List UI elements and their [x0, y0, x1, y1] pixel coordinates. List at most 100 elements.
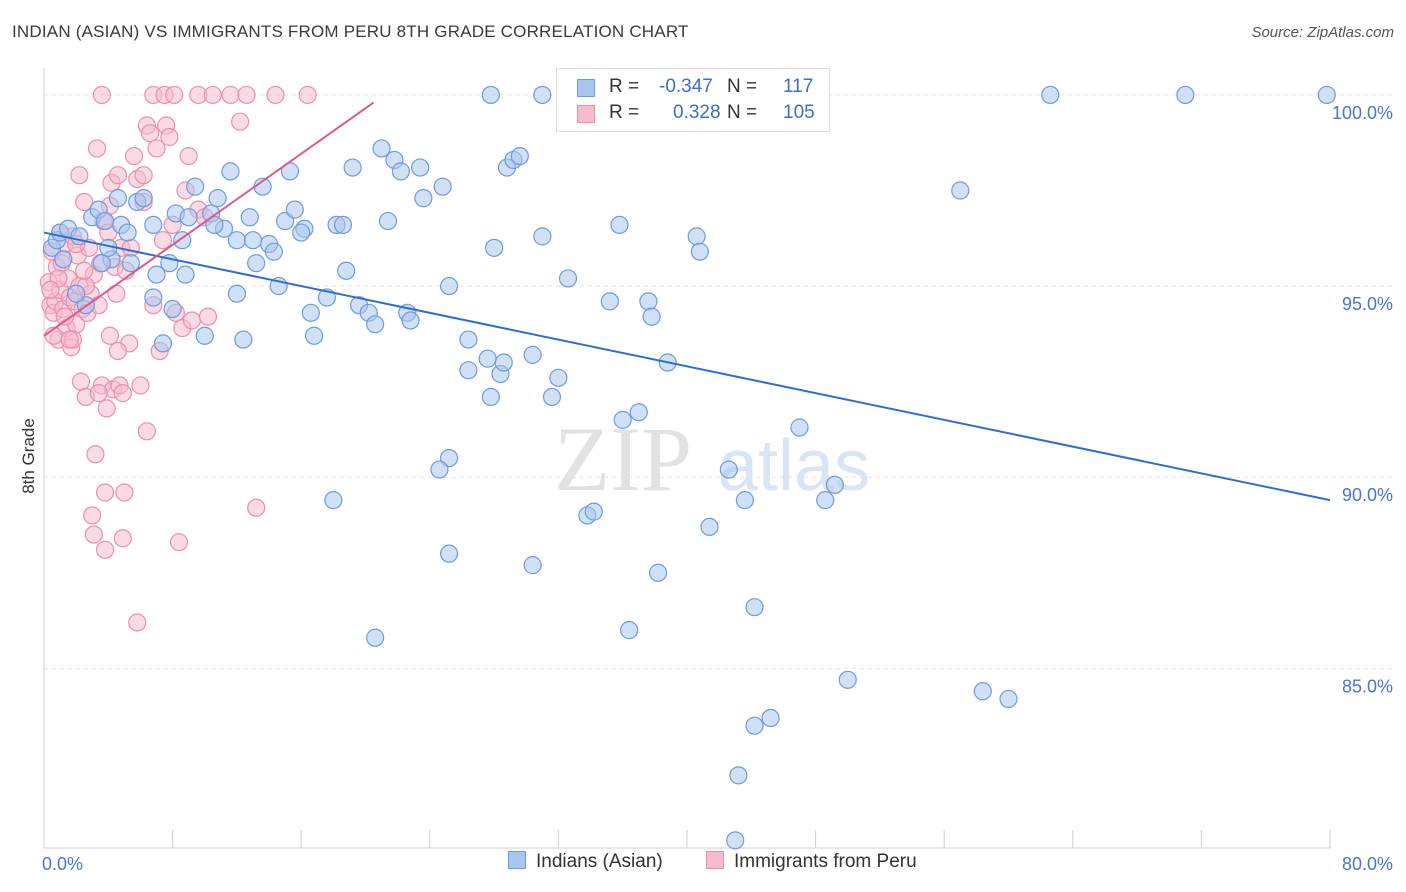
- indian-point: [221, 162, 240, 181]
- indian-point: [134, 189, 153, 208]
- peru-point: [182, 311, 201, 330]
- indian-point: [433, 177, 452, 196]
- indian-point: [648, 563, 668, 582]
- peru-point: [95, 540, 115, 559]
- indian-point: [745, 598, 764, 617]
- indian-point: [1317, 85, 1336, 105]
- indian-point: [337, 261, 356, 280]
- legend-n-value: 105: [783, 102, 815, 123]
- legend-n-label: N =: [727, 102, 758, 123]
- indian-point: [240, 208, 259, 227]
- peru-point: [298, 85, 317, 105]
- indian-point: [761, 708, 780, 728]
- indian-point: [816, 491, 835, 510]
- indian-point: [95, 211, 115, 231]
- indian-point: [629, 403, 648, 422]
- indian-point: [690, 242, 709, 261]
- indian-point: [1041, 85, 1060, 105]
- peru-point: [108, 341, 128, 361]
- indian-point: [414, 189, 433, 208]
- peru-point: [203, 85, 222, 105]
- peru-point: [60, 330, 79, 349]
- indian-point: [343, 158, 362, 177]
- indian-point: [745, 716, 764, 735]
- legend-label: Indians (Asian): [536, 851, 663, 872]
- indian-point: [687, 227, 706, 246]
- peru-point: [237, 85, 256, 105]
- legend-swatch-pink: [706, 851, 724, 869]
- indian-point: [304, 326, 324, 345]
- peru-point: [198, 307, 218, 326]
- stats-legend: R = -0.347 N = 117 R = 0.328 N = 105: [556, 68, 830, 132]
- peru-point: [86, 445, 105, 464]
- indian-point: [234, 330, 253, 349]
- peru-point: [92, 85, 111, 105]
- peru-point: [55, 307, 74, 326]
- peru-point: [97, 399, 116, 418]
- legend-swatch-blue: [577, 79, 595, 97]
- indian-point: [729, 766, 748, 785]
- indian-point: [163, 299, 182, 319]
- indian-point: [825, 475, 844, 494]
- y-tick-label: 85.0%: [1342, 676, 1393, 696]
- indian-point: [600, 292, 619, 311]
- indian-point: [247, 254, 266, 273]
- indian-point: [401, 311, 420, 330]
- indian-point: [439, 276, 459, 296]
- y-tick-label: 100.0%: [1332, 103, 1393, 123]
- peru-point: [266, 85, 285, 105]
- indian-point: [549, 368, 568, 387]
- y-tick-label: 90.0%: [1342, 485, 1393, 505]
- series-immigrants-from-peru: [39, 85, 317, 632]
- indian-point: [542, 387, 562, 407]
- peru-point: [89, 384, 108, 403]
- indian-point: [324, 491, 343, 510]
- indian-point: [639, 292, 658, 311]
- indian-point: [144, 215, 163, 235]
- peru-point: [169, 533, 189, 552]
- indian-point: [481, 387, 500, 407]
- indian-point: [333, 215, 353, 235]
- peru-point: [165, 85, 184, 105]
- peru-point: [100, 326, 120, 345]
- indian-point: [726, 831, 745, 850]
- indian-point: [118, 223, 137, 242]
- peru-point: [108, 166, 128, 185]
- x-tick-label: 0.0%: [42, 854, 83, 874]
- peru-point: [84, 525, 103, 544]
- indian-point: [558, 269, 578, 288]
- legend-swatch-pink: [577, 105, 595, 123]
- indian-point: [838, 670, 857, 689]
- trend-line-indians: [43, 231, 1331, 502]
- indian-point: [285, 200, 304, 219]
- peru-point: [83, 506, 102, 525]
- peru-point: [113, 529, 132, 548]
- peru-point: [147, 139, 166, 158]
- indian-point: [108, 189, 128, 208]
- peru-point: [128, 613, 147, 632]
- peru-point: [140, 124, 160, 143]
- legend-item-indians-asian: Indians (Asian): [508, 851, 663, 877]
- indian-point: [523, 556, 542, 575]
- indian-point: [391, 162, 410, 181]
- indian-point: [70, 227, 89, 246]
- indian-point: [533, 85, 552, 105]
- peru-point: [153, 231, 173, 250]
- indian-point: [510, 146, 529, 166]
- indian-point: [790, 418, 809, 437]
- indian-point: [459, 330, 478, 349]
- peru-point: [137, 422, 156, 441]
- indian-point: [459, 361, 478, 380]
- peru-point: [70, 166, 89, 185]
- indian-point: [700, 517, 719, 536]
- legend-r-value: 0.328: [673, 102, 721, 123]
- indian-point: [144, 288, 163, 307]
- indian-point: [951, 181, 970, 200]
- y-axis-label: 8th Grade: [19, 418, 38, 494]
- trend-line-peru: [43, 101, 375, 337]
- peru-point: [247, 498, 266, 517]
- indian-point: [620, 621, 639, 640]
- indian-point: [243, 231, 263, 250]
- peru-point: [179, 146, 198, 166]
